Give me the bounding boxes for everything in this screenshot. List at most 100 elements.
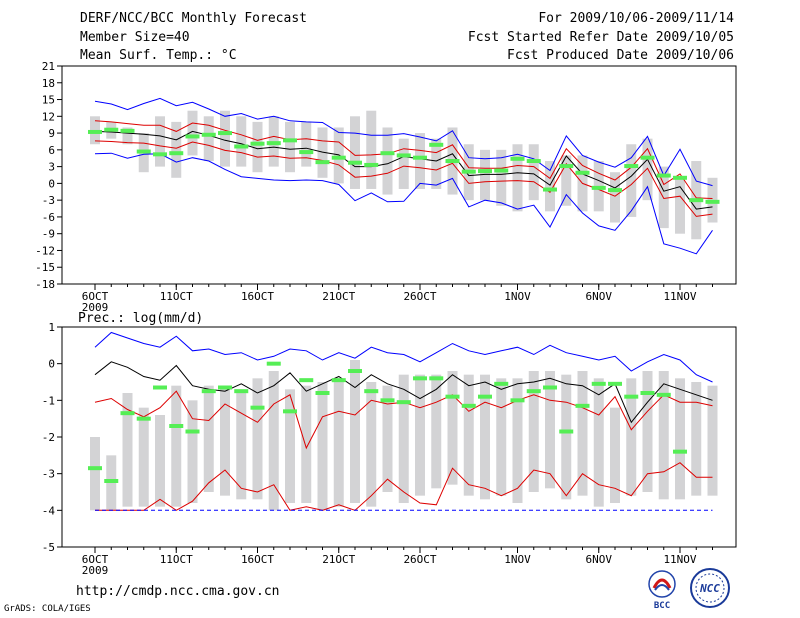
x-tick-label: 1NOV (504, 290, 531, 303)
observed-mark (218, 385, 232, 390)
observed-mark (380, 398, 395, 403)
bcc-logo-text: BCC (654, 601, 670, 610)
observed-mark (348, 369, 362, 373)
observed-mark (201, 132, 216, 137)
chart-title: DERF/NCC/BCC Monthly Forecast (80, 11, 307, 26)
observed-mark (153, 152, 167, 157)
y-tick-label: -5 (42, 541, 55, 554)
x-tick-label: 26OCT (403, 553, 436, 566)
observed-mark (104, 127, 119, 132)
y-tick-label: 0 (48, 177, 55, 190)
observed-mark (250, 405, 265, 410)
observed-mark (640, 155, 655, 160)
observed-mark (510, 398, 525, 403)
observed-mark (348, 160, 362, 165)
x-tick-label: 11OCT (160, 553, 193, 566)
observed-mark (169, 151, 184, 156)
panel-title: Prec.: log(mm/d) (78, 311, 203, 326)
precipitation-panel: Prec.: log(mm/d) 1 0 -1 -2 -3 -4 -5 6OCT 11OCT 16O… (42, 311, 737, 577)
observed-mark (494, 381, 509, 386)
observed-mark (656, 392, 671, 397)
y-tick-label: -12 (35, 244, 55, 257)
x-tick-label: 6OCT (82, 553, 109, 566)
observed-mark (185, 134, 200, 139)
observed-mark (283, 409, 297, 414)
observed-mark (445, 159, 460, 164)
variable-label: Mean Surf. Temp.: °C (80, 48, 237, 63)
spread-box (268, 371, 279, 511)
observed-mark (673, 449, 687, 454)
spread-box (155, 116, 165, 167)
spread-box (577, 371, 588, 496)
spread-box (496, 378, 507, 496)
logos: BCC NCC (648, 568, 730, 610)
source-url[interactable]: http://cmdp.ncc.cma.gov.cn (76, 584, 280, 599)
observed-mark (136, 149, 151, 154)
spread-box (382, 385, 393, 492)
spread-box (610, 407, 620, 503)
x-tick-label: 11NOV (663, 290, 696, 303)
observed-mark (461, 403, 476, 408)
observed-mark (591, 381, 606, 386)
observed-mark (169, 424, 184, 428)
observed-mark (201, 389, 216, 394)
y-tick-label: -15 (35, 261, 55, 274)
spread-box (171, 121, 182, 178)
observed-mark (478, 169, 492, 174)
observed-mark (136, 416, 151, 421)
spread-box (366, 110, 377, 189)
observed-mark (153, 385, 167, 390)
spread-box (398, 138, 409, 189)
y-tick-label: 6 (48, 144, 55, 157)
forecast-start-date: Fcst Started Refer Date 2009/10/05 (467, 30, 734, 45)
x-tick-label: 6NOV (586, 290, 613, 303)
spread-box (431, 374, 442, 489)
spread-box (317, 382, 328, 511)
observed-mark (413, 155, 427, 160)
y-tick-label: 0 (48, 358, 55, 371)
spread-box (382, 127, 393, 195)
observed-mark (315, 391, 330, 395)
spread-box (236, 116, 247, 167)
observed-mark (526, 159, 541, 164)
plot-frame (61, 65, 737, 285)
spread-box (447, 371, 458, 485)
spread-box (707, 385, 718, 496)
observed-mark (266, 141, 281, 146)
x-tick-label: 21OCT (322, 553, 355, 566)
observed-mark (673, 175, 687, 180)
observed-mark (299, 150, 314, 155)
observed-mark (283, 138, 297, 143)
spread-box (642, 371, 653, 492)
x-tick-label: 16OCT (241, 553, 274, 566)
y-tick-label: -9 (42, 228, 55, 241)
spread-box (545, 161, 555, 212)
observed-mark (591, 185, 606, 190)
member-size: Member Size=40 (80, 30, 190, 45)
spread-box (187, 110, 198, 156)
observed-mark (218, 131, 232, 136)
observed-mark (120, 128, 135, 133)
spread-box (593, 378, 604, 507)
spread-box (642, 138, 653, 201)
spread-box (301, 121, 312, 167)
y-tick-label: 1 (48, 321, 55, 334)
observed-mark (266, 361, 281, 366)
y-tick-label: 3 (48, 161, 55, 174)
observed-mark (624, 394, 639, 399)
spread-box (301, 385, 312, 503)
observed-mark (250, 141, 265, 146)
observed-mark (543, 187, 557, 192)
spread-box (155, 415, 165, 507)
y-tick-label: -1 (42, 394, 55, 407)
y-tick-label: 15 (42, 94, 55, 107)
spread-box (431, 138, 442, 189)
spread-box (317, 127, 328, 178)
observed-mark (543, 385, 557, 390)
spread-box (366, 382, 377, 507)
spread-box (220, 110, 230, 167)
spread-box (252, 121, 263, 173)
y-tick-label: -6 (42, 211, 55, 224)
observed-mark (429, 376, 444, 381)
